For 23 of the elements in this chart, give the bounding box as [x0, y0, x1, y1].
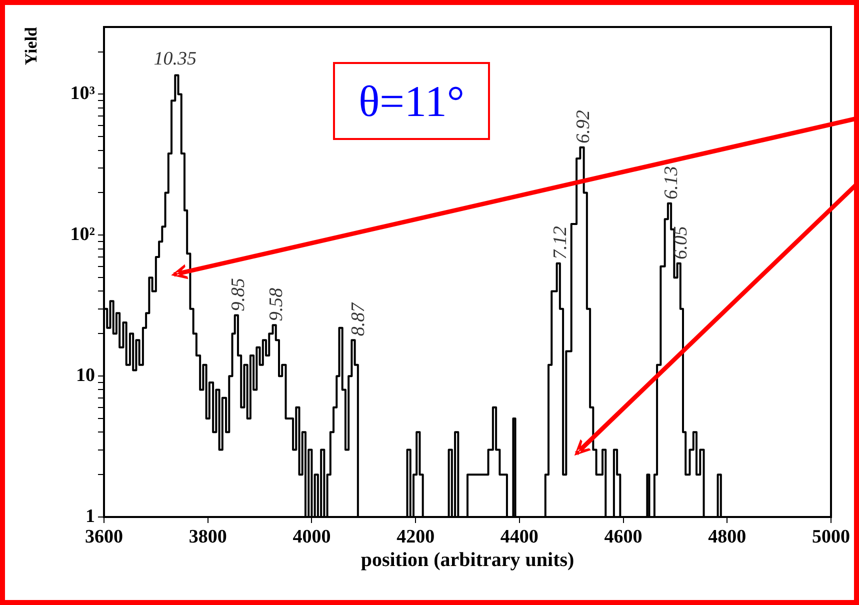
x-axis-title: position (arbitrary units) — [360, 549, 574, 572]
annotation: 9.85 — [228, 278, 249, 312]
x-tick-label: 4800 — [708, 526, 746, 548]
y-tick-label: 10³ — [70, 83, 96, 104]
y-tick-label: 10 — [76, 364, 95, 386]
x-tick-label: 4400 — [500, 526, 538, 548]
annotation: 10.35 — [154, 48, 197, 70]
x-tick-label: 4600 — [604, 526, 642, 548]
x-tick-label: 3800 — [188, 526, 227, 548]
y-tick-label: 1 — [86, 506, 95, 527]
annotation: 6.92 — [573, 110, 594, 144]
annotation: 6.05 — [670, 226, 692, 260]
y-tick-label: 10² — [70, 224, 96, 246]
x-tick-label: 3600 — [85, 526, 123, 548]
annotation: 9.58 — [266, 287, 287, 322]
annotation: 8.87 — [348, 301, 369, 336]
y-axis-title: Yield — [22, 26, 41, 66]
x-tick-label: 4200 — [396, 526, 435, 548]
x-tick-label: 5000 — [812, 526, 850, 548]
annotation: 6.13 — [660, 166, 682, 200]
annotation: 7.12 — [550, 226, 571, 260]
x-tick-label: 4000 — [292, 526, 331, 548]
annotation: θ=11° — [333, 62, 490, 140]
